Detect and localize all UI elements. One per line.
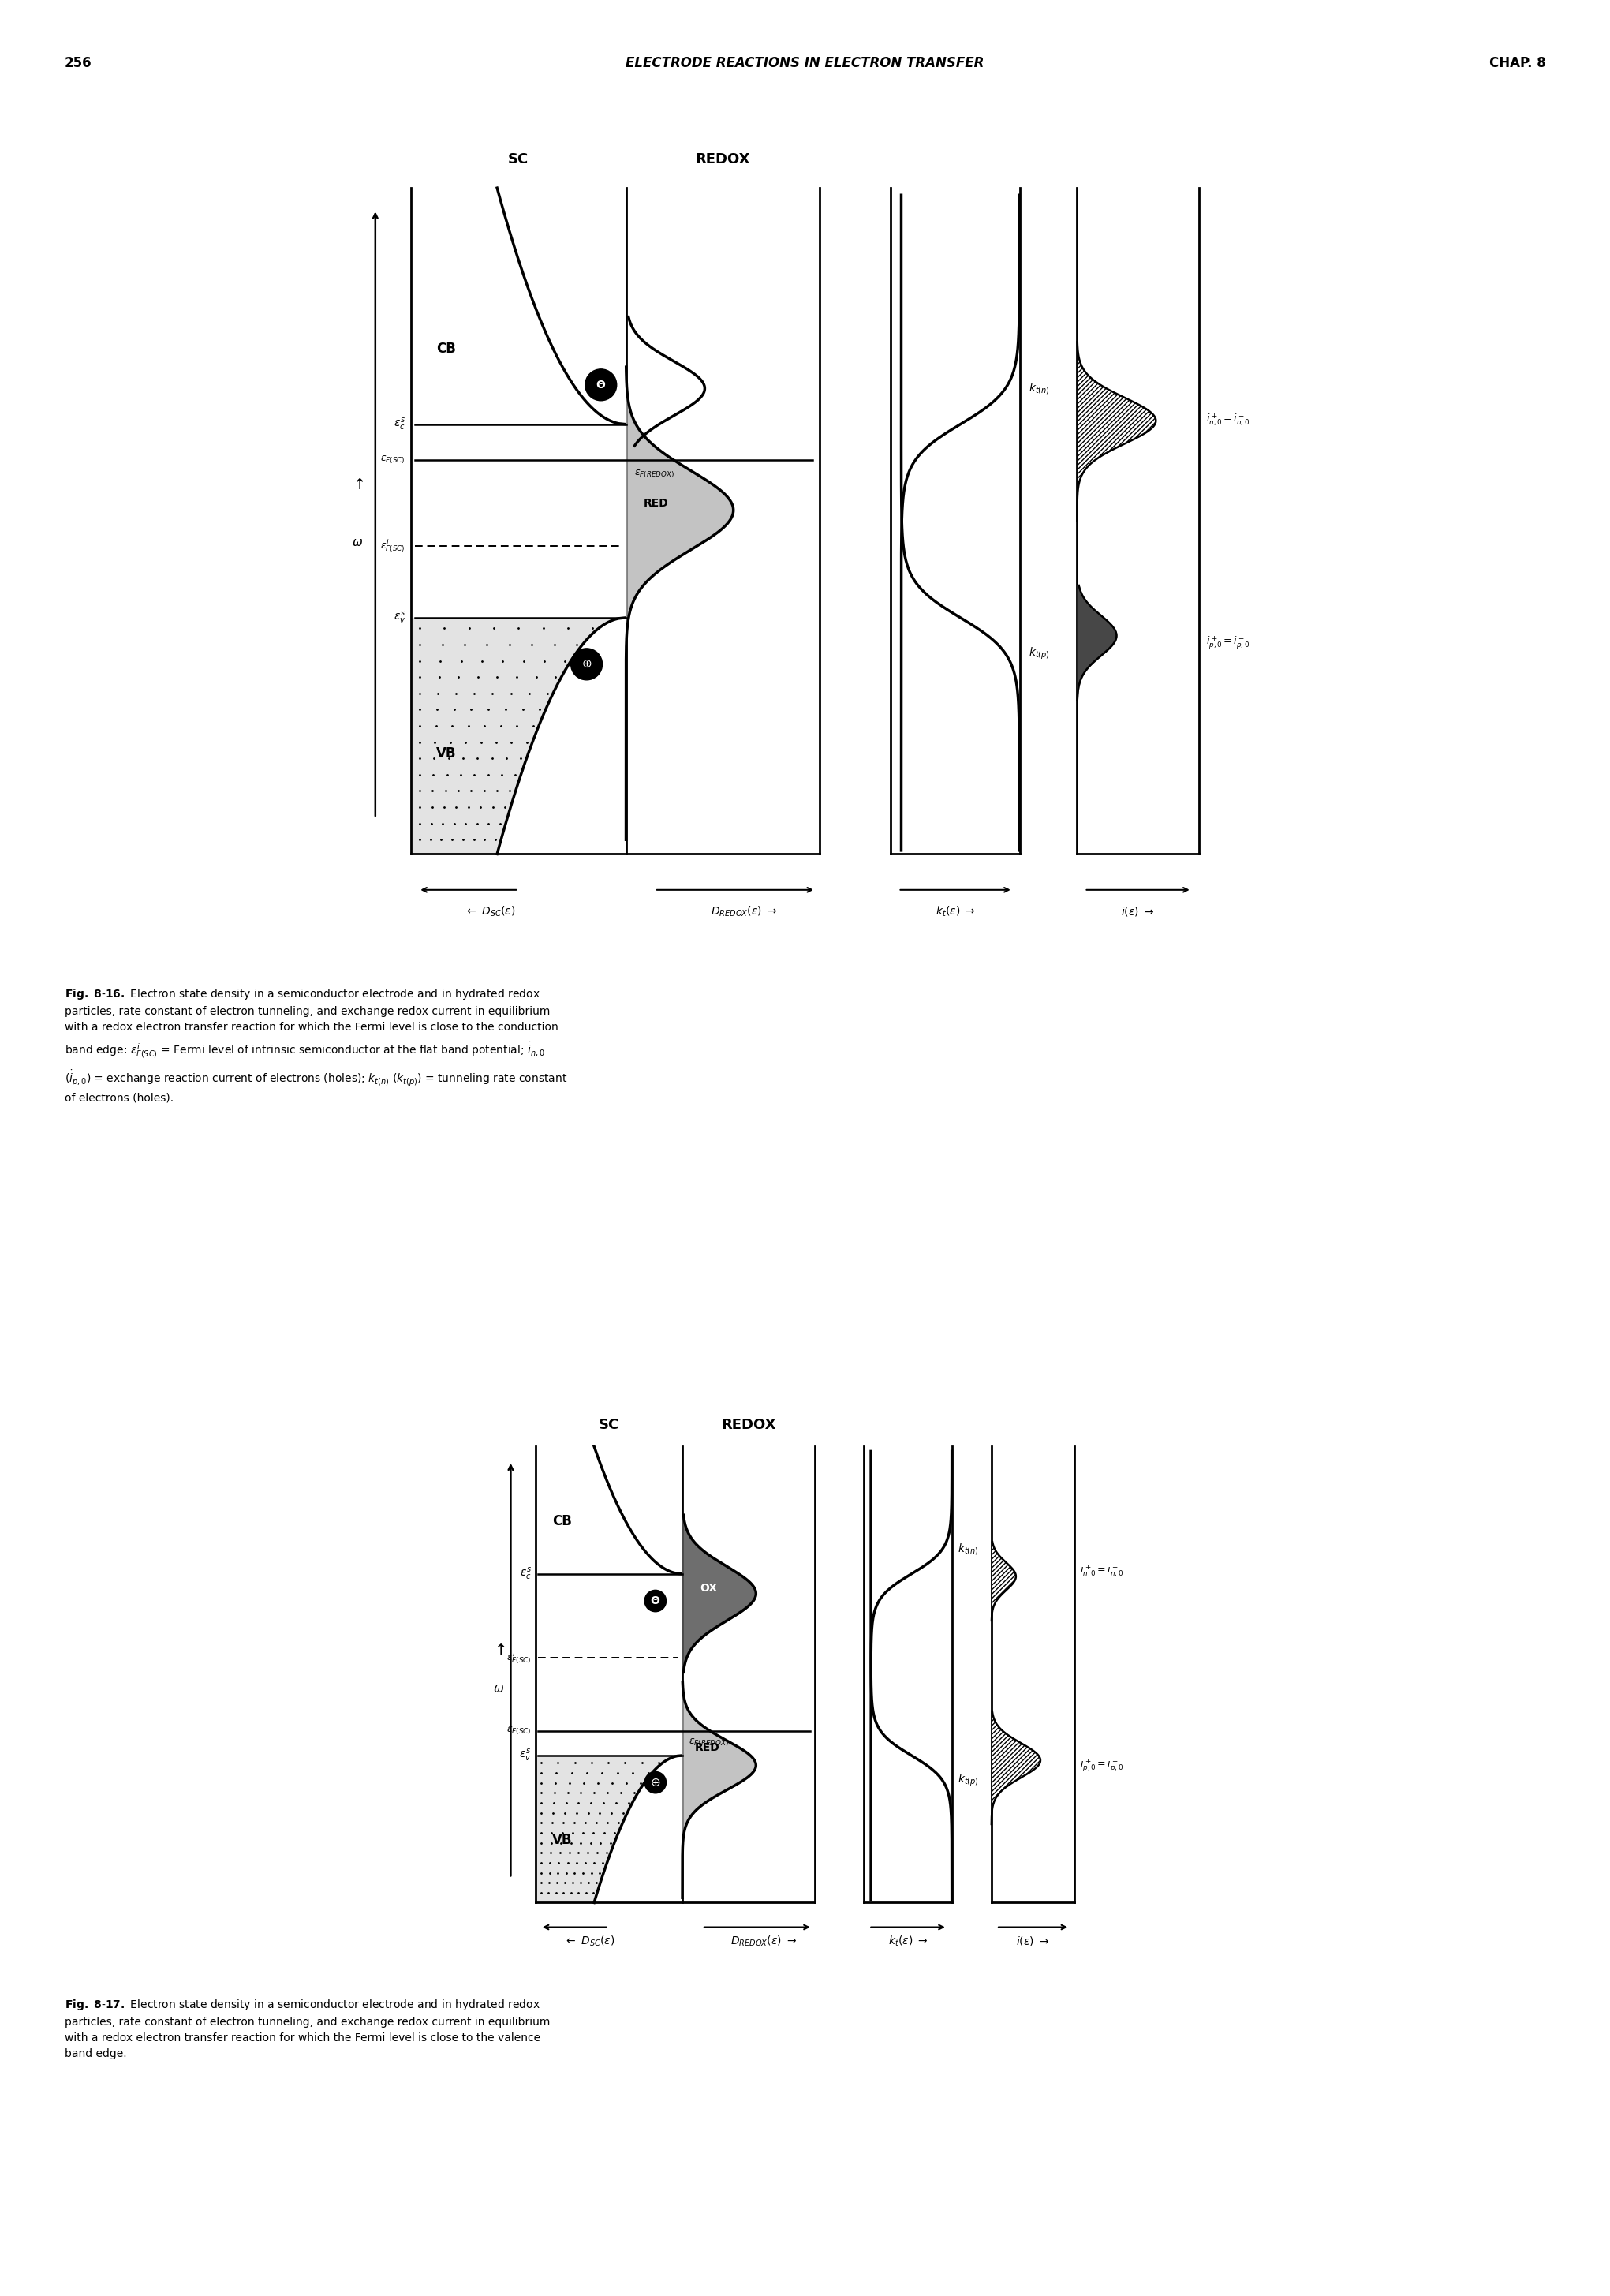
Text: $\uparrow$: $\uparrow$ (351, 478, 364, 494)
Text: $i^+_{n,0} = i^-_{n,0}$: $i^+_{n,0} = i^-_{n,0}$ (1080, 1564, 1124, 1580)
Text: ELECTRODE REACTIONS IN ELECTRON TRANSFER: ELECTRODE REACTIONS IN ELECTRON TRANSFER (626, 55, 984, 71)
Text: $\leftarrow\ D_{SC}(\varepsilon)$: $\leftarrow\ D_{SC}(\varepsilon)$ (563, 1933, 615, 1947)
Text: $\varepsilon_{F(REDOX)}$: $\varepsilon_{F(REDOX)}$ (687, 1736, 729, 1747)
Text: SC: SC (599, 1417, 620, 1433)
Text: $\varepsilon_c^s$: $\varepsilon_c^s$ (393, 416, 406, 432)
Text: $\varepsilon_c^s$: $\varepsilon_c^s$ (520, 1566, 531, 1582)
Text: $k_{t(n)}$: $k_{t(n)}$ (958, 1543, 979, 1557)
Text: $\oplus$: $\oplus$ (581, 659, 592, 670)
Text: $\varepsilon_{F(SC)}$: $\varepsilon_{F(SC)}$ (380, 455, 406, 466)
Text: $k_{t(p)}$: $k_{t(p)}$ (958, 1773, 979, 1789)
Text: OX: OX (699, 1582, 716, 1593)
Text: $\omega$: $\omega$ (353, 537, 362, 549)
Text: $\bf{\Theta}$: $\bf{\Theta}$ (596, 379, 605, 390)
Polygon shape (411, 618, 626, 854)
Text: $k_{t(p)}$: $k_{t(p)}$ (1029, 645, 1050, 661)
Text: $k_{t(n)}$: $k_{t(n)}$ (1029, 381, 1050, 395)
Text: $\varepsilon^i_{F(SC)}$: $\varepsilon^i_{F(SC)}$ (507, 1649, 531, 1665)
Text: SC: SC (509, 152, 530, 165)
Text: $i^+_{p,0} = i^-_{p,0}$: $i^+_{p,0} = i^-_{p,0}$ (1080, 1756, 1124, 1773)
Text: VB: VB (552, 1832, 573, 1846)
Text: $\mathbf{Fig.\ 8\text{-}16.}$ Electron state density in a semiconductor electrod: $\mathbf{Fig.\ 8\text{-}16.}$ Electron s… (64, 987, 567, 1102)
Text: $i^+_{p,0} = i^-_{p,0}$: $i^+_{p,0} = i^-_{p,0}$ (1206, 634, 1249, 650)
Polygon shape (535, 1756, 683, 1903)
Text: RED: RED (694, 1743, 720, 1752)
Text: $\varepsilon_v^s$: $\varepsilon_v^s$ (518, 1747, 531, 1763)
Text: $i(\varepsilon)\ \rightarrow$: $i(\varepsilon)\ \rightarrow$ (1016, 1936, 1050, 1947)
Text: $\uparrow$: $\uparrow$ (491, 1642, 506, 1658)
Text: REDOX: REDOX (696, 152, 750, 165)
Text: $i^+_{n,0} = i^-_{n,0}$: $i^+_{n,0} = i^-_{n,0}$ (1206, 413, 1249, 429)
Text: $k_t(\varepsilon)\ \rightarrow$: $k_t(\varepsilon)\ \rightarrow$ (889, 1933, 927, 1947)
Text: $i(\varepsilon)\ \rightarrow$: $i(\varepsilon)\ \rightarrow$ (1121, 905, 1154, 918)
Text: $\bf{\Theta}$: $\bf{\Theta}$ (650, 1596, 660, 1607)
Circle shape (644, 1773, 667, 1793)
Circle shape (584, 370, 617, 400)
Text: $\leftarrow\ D_{SC}(\varepsilon)$: $\leftarrow\ D_{SC}(\varepsilon)$ (464, 905, 515, 918)
Text: REDOX: REDOX (721, 1417, 776, 1433)
Text: $\varepsilon^i_{F(SC)}$: $\varepsilon^i_{F(SC)}$ (380, 537, 406, 553)
Circle shape (572, 647, 602, 680)
Text: $\oplus$: $\oplus$ (650, 1777, 660, 1789)
Text: $D_{REDOX}(\varepsilon)\ \rightarrow$: $D_{REDOX}(\varepsilon)\ \rightarrow$ (729, 1933, 797, 1947)
Text: CB: CB (552, 1513, 572, 1529)
Text: $k_t(\varepsilon)\ \rightarrow$: $k_t(\varepsilon)\ \rightarrow$ (935, 905, 976, 918)
Circle shape (644, 1591, 667, 1612)
Text: 256: 256 (64, 55, 92, 71)
Text: RED: RED (644, 498, 668, 510)
Text: CHAP. 8: CHAP. 8 (1489, 55, 1546, 71)
Text: $D_{REDOX}(\varepsilon)\ \rightarrow$: $D_{REDOX}(\varepsilon)\ \rightarrow$ (712, 905, 778, 918)
Text: $\varepsilon_{F(REDOX)}$: $\varepsilon_{F(REDOX)}$ (634, 468, 675, 480)
Text: CB: CB (436, 342, 456, 356)
Text: VB: VB (436, 746, 456, 760)
Text: $\varepsilon_v^s$: $\varepsilon_v^s$ (393, 611, 406, 625)
Text: $\mathbf{Fig.\ 8\text{-}17.}$ Electron state density in a semiconductor electrod: $\mathbf{Fig.\ 8\text{-}17.}$ Electron s… (64, 1998, 551, 2060)
Text: $\varepsilon_{F(SC)}$: $\varepsilon_{F(SC)}$ (507, 1724, 531, 1736)
Text: $\omega$: $\omega$ (493, 1683, 504, 1694)
